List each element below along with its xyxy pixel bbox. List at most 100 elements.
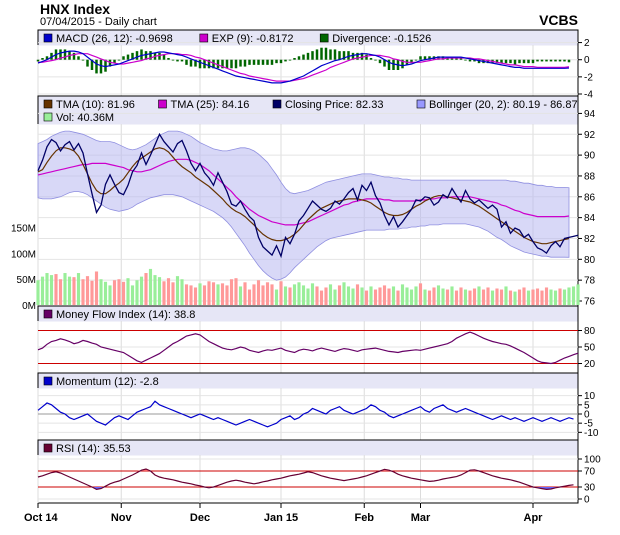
y-tick-label: 86 [584, 192, 596, 203]
volume-bar [423, 289, 427, 305]
y-tick-label: 0 [584, 410, 590, 421]
divergence-bar [360, 52, 364, 60]
volume-bar [418, 283, 423, 305]
volume-bar [391, 286, 396, 305]
divergence-bar [306, 52, 310, 60]
volume-bar [261, 285, 265, 305]
volume-bar [85, 276, 90, 305]
divergence-bar [464, 59, 467, 61]
divergence-bar [473, 59, 476, 62]
divergence-bar [135, 51, 139, 60]
divergence-bar [185, 59, 188, 65]
volume-bar [472, 288, 477, 305]
volume-bar [243, 282, 247, 305]
divergence-bar [338, 51, 341, 60]
volume-bar [229, 279, 234, 305]
volume-bar [387, 288, 391, 305]
divergence-bar [126, 54, 130, 60]
volume-bar [45, 273, 49, 305]
volume-bar [499, 289, 504, 305]
volume-bar [157, 277, 162, 305]
volume-bar [144, 273, 148, 305]
momentum-line [37, 400, 574, 428]
divergence-bar [387, 59, 391, 70]
legend-swatch [43, 112, 53, 122]
x-tick-label: Dec [190, 512, 210, 524]
volume-bar [382, 285, 387, 305]
brand-label: VCBS [539, 12, 578, 28]
divergence-bar [342, 51, 346, 60]
volume-bar [360, 287, 364, 305]
price-panel [36, 95, 582, 307]
volume-bar [207, 281, 211, 305]
legend-swatch [319, 33, 329, 43]
volume-bar [333, 289, 337, 305]
volume-bar [571, 286, 576, 305]
divergence-bar [189, 59, 193, 67]
divergence-bar [81, 59, 85, 61]
x-tick-label: Mar [411, 512, 431, 524]
mfi-panel [37, 305, 582, 374]
tma25-line [37, 158, 570, 226]
y-tick-label: 80 [584, 255, 596, 266]
divergence-bar [198, 59, 202, 69]
volume-bar [526, 290, 531, 305]
volume-bar [130, 285, 135, 305]
volume-bar [328, 284, 333, 305]
volume-tick-label: 150M [11, 224, 36, 235]
volume-bar [346, 286, 351, 305]
chart-subtitle: 07/04/2015 - Daily chart [40, 16, 157, 28]
volume-bar [76, 273, 81, 305]
volume-bar [450, 286, 454, 305]
divergence-bar [486, 59, 490, 64]
volume-bar [121, 281, 126, 305]
divergence-bar [293, 58, 296, 60]
volume-bar [396, 290, 400, 305]
divergence-bar [261, 59, 265, 65]
legend-swatch [416, 99, 426, 109]
volume-bar [153, 275, 157, 305]
divergence-bar [558, 59, 562, 62]
divergence-bar [477, 59, 481, 64]
divergence-bar [140, 49, 143, 60]
y-tick-label: 82 [584, 234, 596, 245]
volume-bar [432, 287, 436, 305]
volume-bar [103, 281, 108, 305]
volume-bar [211, 282, 216, 305]
legend-band [38, 373, 578, 389]
tma10-line [37, 147, 570, 245]
legend-label: RSI (14): 35.53 [56, 443, 131, 455]
volume-bar [508, 290, 513, 305]
volume-bar [225, 285, 229, 305]
volume-bar [112, 280, 117, 305]
volume-bar [306, 288, 310, 305]
volume-bar [94, 271, 99, 305]
divergence-bar [194, 59, 197, 67]
divergence-bar [324, 47, 328, 60]
divergence-bar [221, 59, 224, 69]
legend-label: Closing Price: 82.33 [285, 99, 383, 111]
divergence-bar [468, 59, 472, 62]
legend-band [38, 30, 578, 46]
divergence-bar [63, 49, 67, 60]
legend-swatch [199, 33, 209, 43]
volume-bar [220, 283, 225, 305]
volume-bar [351, 288, 355, 305]
divergence-bar [275, 59, 278, 64]
volume-bar [364, 290, 369, 305]
divergence-bar [144, 51, 148, 60]
divergence-bar [536, 59, 539, 62]
divergence-bar [356, 52, 359, 60]
volume-bar [522, 287, 526, 305]
divergence-bar [288, 59, 292, 61]
divergence-bar [171, 59, 175, 61]
volume-bar [58, 279, 63, 305]
volume-bar [184, 284, 189, 305]
divergence-bar [509, 59, 512, 64]
chart-title: HNX Index [40, 1, 111, 17]
volume-bar [459, 287, 463, 305]
volume-bar [171, 282, 175, 305]
x-axis: Oct 14 Nov Dec Jan 15 Feb Mar Apr [24, 503, 543, 524]
divergence-bar [248, 59, 251, 65]
volume-bar [558, 288, 562, 305]
